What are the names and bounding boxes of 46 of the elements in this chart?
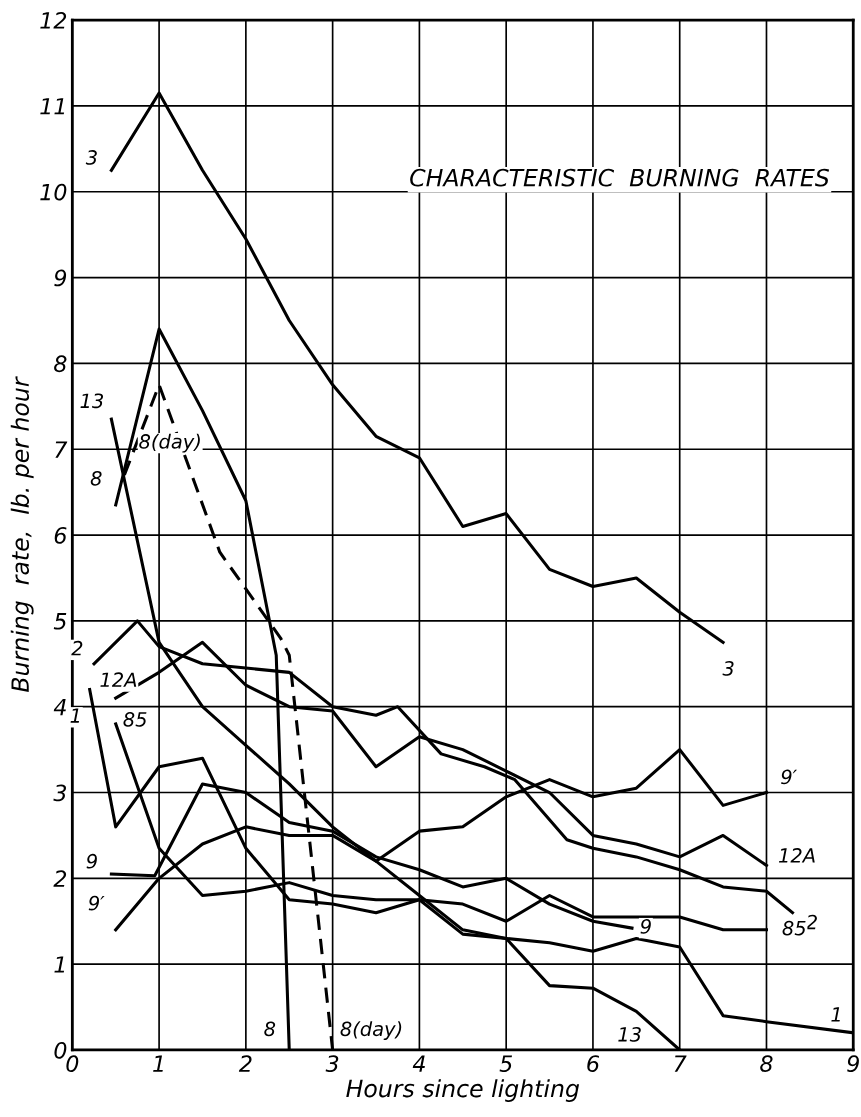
series-label: 3 [85,150,97,165]
y-tick-label: 2 [53,870,67,887]
x-tick-label: 8 [760,1055,773,1073]
x-tick-label: 7 [674,1055,687,1072]
series-label: 2 [805,914,817,930]
text: 12A [778,848,815,863]
series-label: 9′ [781,769,797,785]
y-tick-label: 6 [54,526,67,544]
y-tick-label: 10 [40,183,67,201]
text: 85 [782,920,806,936]
text: 9 [86,853,97,869]
series-label: 8 [264,1021,276,1037]
text: 8 [90,470,102,486]
text: 13 [80,393,104,409]
series-label: 85 [123,712,147,727]
y-tick-label: 4 [53,698,66,716]
y-axis-title: Burning rate, lb. per hour [10,376,34,692]
text: 2 [71,640,83,656]
y-tick-label: 3 [53,784,67,802]
text: 3 [722,661,734,676]
x-tick-label: 0 [66,1055,79,1073]
text: 8(day) [340,1021,402,1040]
y-tick-label: 5 [53,613,67,630]
x-tick-label: 2 [238,1055,252,1072]
series-label: 13 [618,1027,641,1042]
y-tick-label: 9 [54,269,67,287]
series-label: 8(day) [139,433,200,453]
series-label: 1 [831,1007,840,1022]
x-tick-label: 5 [499,1055,513,1073]
x-axis-title: Hours since lighting [346,1079,580,1102]
text: 1 [70,708,80,723]
y-tick-label: 11 [40,98,65,115]
y-tick-label: 1 [54,956,65,973]
x-tick-label: 4 [412,1055,425,1072]
x-tick-label: 9 [847,1055,859,1073]
x-tick-label: 6 [587,1055,600,1073]
y-tick-label: 7 [55,441,68,458]
x-tick-label: 1 [153,1055,163,1072]
y-tick-label: 0 [54,1041,67,1059]
text: CHARACTERISTIC BURNING RATES [410,168,830,187]
x-tick-label: 3 [325,1055,339,1073]
text: 9′ [88,895,105,911]
y-tick-label: 12 [40,12,67,29]
series-label: 12A [100,672,137,687]
y-tick-label: 8 [54,355,67,373]
series-label: 9 [640,919,651,934]
